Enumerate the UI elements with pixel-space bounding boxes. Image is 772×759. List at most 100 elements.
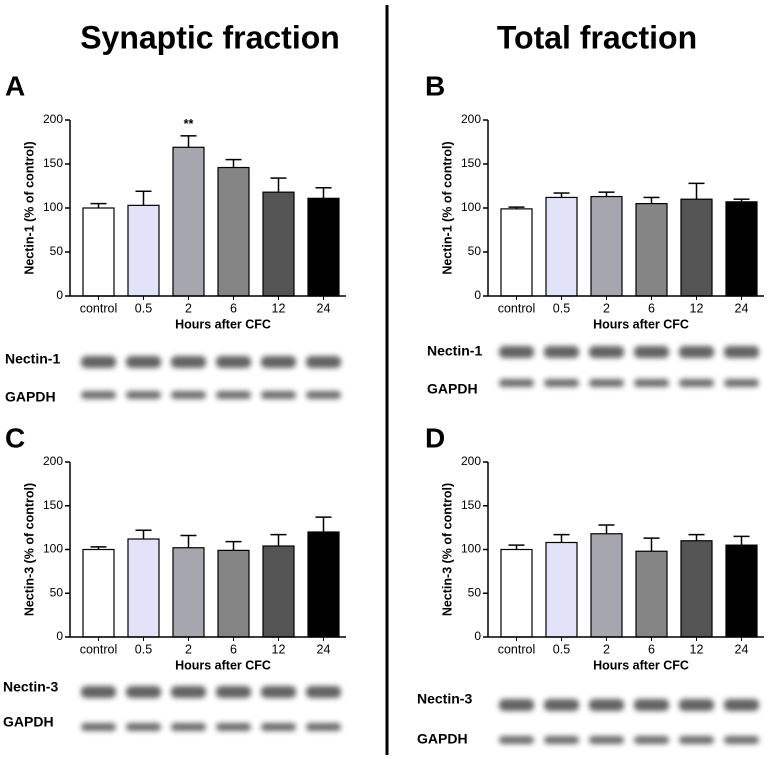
blot-band	[261, 686, 296, 698]
blot-band	[81, 391, 116, 399]
blot-band	[724, 699, 759, 711]
x-tick-label: 12	[272, 642, 286, 656]
blot-band	[81, 356, 116, 368]
blot-band	[634, 699, 669, 711]
blot-band	[724, 379, 759, 387]
blot-band	[589, 346, 624, 358]
y-tick-label: 200	[461, 454, 481, 468]
x-tick-label: 0.5	[553, 642, 570, 656]
bar	[82, 548, 115, 638]
bar	[680, 198, 713, 297]
x-tick-label: control	[498, 642, 536, 656]
bar	[217, 549, 250, 638]
blot-band	[589, 736, 624, 744]
bar	[545, 541, 578, 638]
x-tick-label: 6	[648, 301, 655, 315]
blot-band	[261, 723, 296, 731]
bar	[680, 540, 713, 638]
x-tick-label: 6	[230, 642, 237, 656]
bar	[635, 203, 668, 297]
x-tick-label: 24	[735, 301, 749, 315]
blot-band	[306, 686, 341, 698]
y-axis-label: Nectin-1 (% of control)	[440, 141, 454, 274]
x-tick-label: 0.5	[135, 301, 152, 315]
bar	[635, 550, 668, 638]
x-tick-label: 6	[648, 642, 655, 656]
blot-band	[634, 346, 669, 358]
y-tick-label: 100	[461, 542, 481, 556]
x-tick-label: 2	[185, 301, 192, 315]
blot-band	[171, 356, 206, 368]
blot-band	[306, 356, 341, 368]
y-tick-label: 0	[56, 288, 63, 302]
bar	[172, 146, 205, 297]
bar	[725, 201, 758, 297]
x-tick-label: 0.5	[553, 301, 570, 315]
bar	[217, 166, 250, 297]
blot-band	[261, 356, 296, 368]
x-tick-label: control	[80, 301, 118, 315]
bar	[172, 547, 205, 638]
y-tick-label: 100	[43, 542, 63, 556]
blot-band	[171, 686, 206, 698]
y-tick-label: 200	[43, 454, 63, 468]
blot-band	[499, 699, 534, 711]
bar	[307, 197, 340, 297]
bar	[127, 538, 160, 638]
bar	[82, 207, 115, 297]
blot-band	[544, 346, 579, 358]
bar	[127, 204, 160, 297]
y-tick-label: 200	[43, 112, 63, 126]
panel-letter: B	[425, 70, 445, 101]
blot-band	[171, 391, 206, 399]
blot-band	[544, 699, 579, 711]
y-tick-label: 200	[461, 112, 481, 126]
bar	[590, 195, 623, 297]
y-tick-label: 50	[468, 585, 482, 599]
blot-band	[81, 723, 116, 731]
blot-band	[216, 356, 251, 368]
blot-band	[499, 736, 534, 744]
x-tick-label: 0.5	[135, 642, 152, 656]
blot-band	[81, 686, 116, 698]
x-tick-label: 24	[735, 642, 749, 656]
x-tick-label: 6	[230, 301, 237, 315]
blot-label: Nectin-1	[427, 343, 482, 359]
blot-band	[589, 699, 624, 711]
y-tick-label: 50	[50, 585, 64, 599]
blot-band	[679, 699, 714, 711]
x-tick-label: 12	[690, 301, 704, 315]
y-tick-label: 50	[468, 244, 482, 258]
blot-band	[171, 723, 206, 731]
blot-band	[499, 379, 534, 387]
blot-band	[544, 379, 579, 387]
bar	[545, 196, 578, 297]
blot-band	[544, 736, 579, 744]
panel-letter: A	[5, 70, 25, 101]
blot-band	[216, 686, 251, 698]
x-tick-label: 24	[317, 642, 331, 656]
x-axis-label: Hours after CFC	[175, 658, 271, 672]
blot-band	[679, 346, 714, 358]
column-header: Synaptic fraction	[80, 19, 340, 55]
blot-band	[261, 391, 296, 399]
blot-band	[126, 723, 161, 731]
y-tick-label: 150	[43, 156, 63, 170]
panel-letter: C	[5, 422, 25, 453]
y-tick-label: 150	[461, 498, 481, 512]
x-tick-label: 12	[690, 642, 704, 656]
blot-label: Nectin-3	[417, 691, 472, 707]
blot-band	[634, 379, 669, 387]
blot-band	[724, 736, 759, 744]
blot-band	[589, 379, 624, 387]
blot-band	[724, 346, 759, 358]
blot-label: GAPDH	[5, 389, 56, 405]
y-tick-label: 0	[474, 629, 481, 643]
blot-label: GAPDH	[3, 714, 54, 730]
x-tick-label: 2	[185, 642, 192, 656]
significance-label: **	[184, 117, 194, 131]
x-tick-label: 12	[272, 301, 286, 315]
y-tick-label: 150	[43, 498, 63, 512]
y-axis-label: Nectin-3 (% of control)	[440, 483, 454, 616]
panel-letter: D	[425, 422, 445, 453]
